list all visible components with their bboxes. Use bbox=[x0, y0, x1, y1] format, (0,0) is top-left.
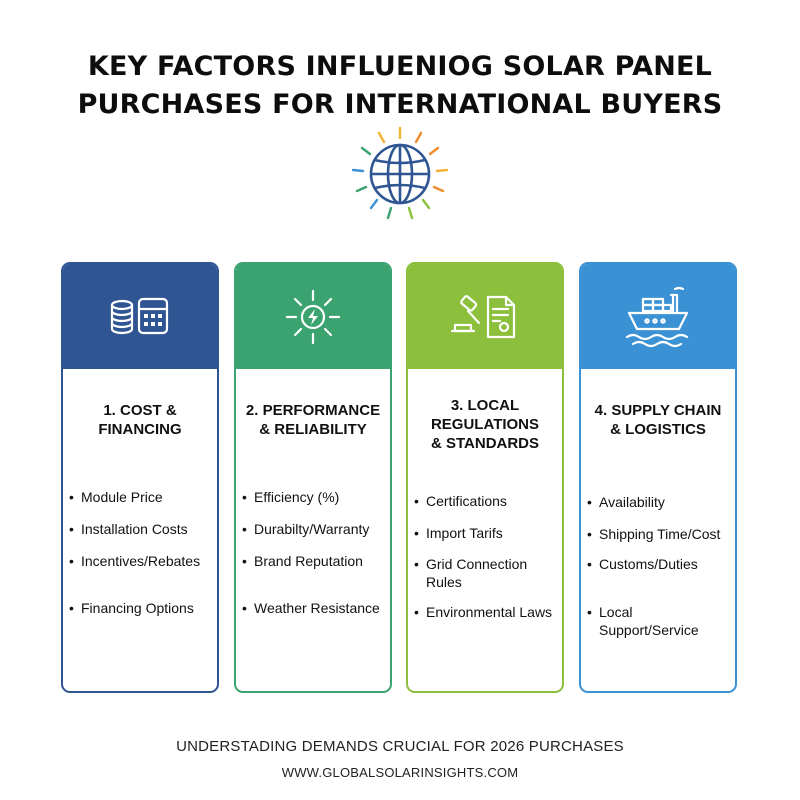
card-performance-reliability: 2. PERFORMANCE & RELIABILITY Efficiency … bbox=[234, 262, 392, 693]
card-title-line: REGULATIONS bbox=[430, 416, 540, 433]
title-line-1: KEY FACTORS INFLUENIOG SOLAR PANEL bbox=[87, 51, 713, 82]
card-header bbox=[408, 264, 562, 369]
card-title: 1. COST & FINANCING bbox=[67, 401, 213, 439]
card-title-line: FINANCING bbox=[98, 421, 182, 438]
list-item: Weather Resistance bbox=[242, 599, 388, 617]
bullet-list: Efficiency (%) Durabilty/Warranty Brand … bbox=[242, 264, 388, 691]
card-title-line: & STANDARDS bbox=[430, 435, 540, 452]
list-item: Durabilty/Warranty bbox=[242, 520, 388, 538]
card-title: 4. SUPPLY CHAIN & LOGISTICS bbox=[585, 401, 731, 439]
footer-tagline: UNDERSTADING DEMANDS CRUCIAL FOR 2026 PU… bbox=[176, 738, 624, 755]
footer-url: WWW.GLOBALSOLARINSIGHTS.COM bbox=[281, 765, 519, 780]
list-item: Financing Options bbox=[69, 599, 215, 617]
card-cost-financing: 1. COST & FINANCING Module Price Install… bbox=[61, 262, 219, 693]
title-line-2: PURCHASES FOR INTERNATIONAL BUYERS bbox=[77, 89, 723, 120]
bullet-list: Certifications Import Tarifs Grid Connec… bbox=[414, 264, 560, 691]
card-title: 2. PERFORMANCE & RELIABILITY bbox=[240, 401, 386, 439]
list-item: Efficiency (%) bbox=[242, 488, 388, 506]
card-title-line: & LOGISTICS bbox=[610, 421, 706, 438]
list-item: Customs/Duties bbox=[587, 555, 733, 573]
card-header bbox=[581, 264, 735, 369]
card-header bbox=[63, 264, 217, 369]
cargo-ship-icon bbox=[625, 286, 689, 347]
card-title-line: & RELIABILITY bbox=[259, 421, 367, 438]
card-title-line: 2. PERFORMANCE bbox=[245, 402, 381, 419]
list-item: Grid Connection Rules bbox=[414, 555, 546, 591]
card-supply-chain: 4. SUPPLY CHAIN & LOGISTICS Availability… bbox=[579, 262, 737, 693]
gavel-document-icon bbox=[450, 294, 516, 338]
list-item: Local Support/Service bbox=[587, 603, 733, 639]
list-item: Availability bbox=[587, 493, 733, 511]
page-title: KEY FACTORS INFLUENIOG SOLAR PANEL PURCH… bbox=[0, 48, 800, 124]
bullet-list: Module Price Installation Costs Incentiv… bbox=[69, 264, 215, 691]
list-item: Certifications bbox=[414, 492, 560, 510]
card-title-line: 4. SUPPLY CHAIN bbox=[594, 402, 722, 419]
card-header bbox=[236, 264, 390, 369]
card-local-regulations: 3. LOCAL REGULATIONS & STANDARDS Certifi… bbox=[406, 262, 564, 693]
card-title-line: 1. COST & bbox=[103, 402, 177, 419]
list-item: Incentives/Rebates bbox=[69, 552, 215, 570]
sun-bolt-icon bbox=[285, 289, 341, 344]
list-item: Import Tarifs bbox=[414, 524, 560, 542]
list-item: Shipping Time/Cost bbox=[587, 525, 733, 543]
card-title-line: 3. LOCAL bbox=[450, 397, 520, 414]
list-item: Installation Costs bbox=[69, 520, 215, 538]
coins-calculator-icon bbox=[110, 297, 169, 334]
bullet-list: Availability Shipping Time/Cost Customs/… bbox=[587, 264, 733, 691]
sun-globe-icon bbox=[351, 126, 449, 220]
list-item: Environmental Laws bbox=[414, 603, 560, 621]
list-item: Brand Reputation bbox=[242, 552, 388, 570]
card-title: 3. LOCAL REGULATIONS & STANDARDS bbox=[412, 396, 558, 453]
list-item: Module Price bbox=[69, 488, 215, 506]
